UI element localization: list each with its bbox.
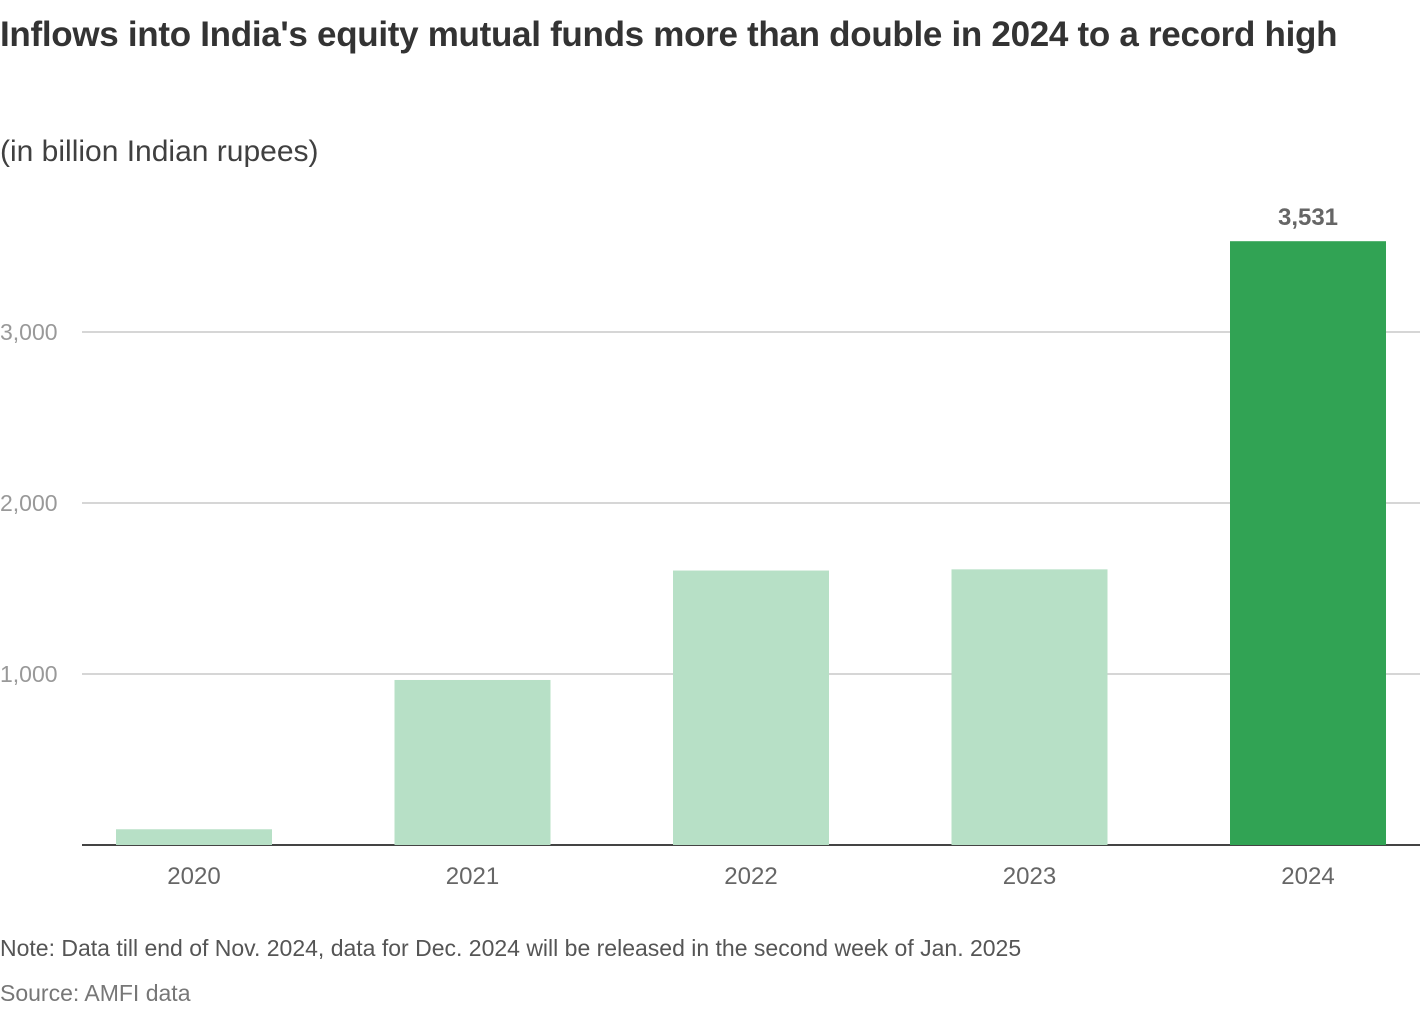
- chart-note: Note: Data till end of Nov. 2024, data f…: [0, 935, 1022, 961]
- bar-2023: [951, 569, 1108, 845]
- bar-2024: [1230, 241, 1386, 846]
- chart-subtitle: (in billion Indian rupees): [0, 135, 319, 168]
- labels: 2020 2021 2022 2023 2024 3,531: [167, 204, 1338, 890]
- y-tick-label: 1,000: [0, 661, 58, 687]
- x-tick-label: 2021: [446, 863, 499, 890]
- x-tick-label: 2024: [1281, 863, 1334, 890]
- bar-2021: [394, 679, 551, 845]
- bar-2022: [673, 570, 829, 845]
- data-label: 3,531: [1278, 204, 1338, 231]
- x-tick-label: 2022: [724, 863, 777, 890]
- bar-2020: [116, 829, 272, 845]
- x-tick-label: 2023: [1003, 863, 1056, 890]
- y-tick-label: 2,000: [0, 490, 58, 516]
- bars: [116, 241, 1386, 846]
- chart-source: Source: AMFI data: [0, 980, 191, 1006]
- y-tick-label: 3,000: [0, 319, 58, 345]
- chart-title: Inflows into India's equity mutual funds…: [0, 15, 1338, 54]
- x-tick-label: 2020: [167, 863, 220, 890]
- bar-chart: 1,000 2,000 3,000 2020 2021 2022 2023 2024 3,53…: [0, 204, 1420, 890]
